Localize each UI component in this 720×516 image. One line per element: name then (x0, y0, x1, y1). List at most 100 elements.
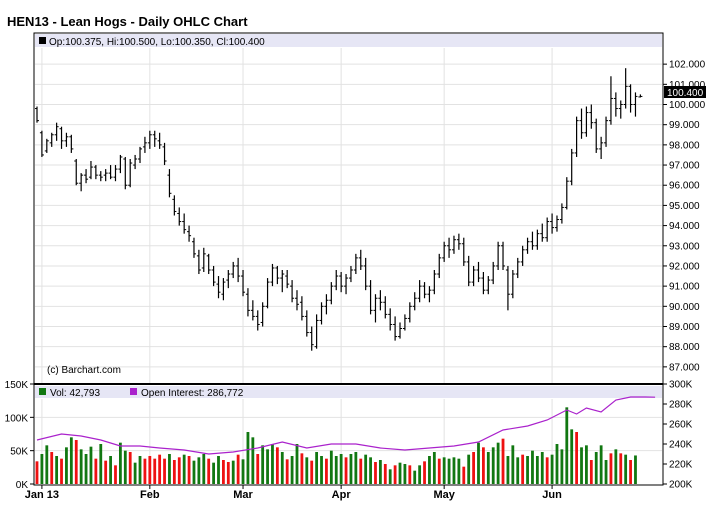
ohlc-bar (422, 282, 427, 299)
ohlc-bar (93, 165, 98, 180)
oi-legend-swatch (130, 388, 137, 395)
volume-bar (197, 457, 201, 484)
ohlc-bar (177, 207, 182, 226)
ohlc-bar (501, 241, 506, 270)
volume-bar (241, 459, 245, 484)
ohlc-bar (623, 68, 628, 109)
volume-bar (570, 429, 574, 484)
time-axis: Jan 13 Feb Mar Apr May Jun (25, 485, 562, 501)
volume-axis: 0K 50K 100K 150K (5, 380, 34, 491)
volume-bar (462, 466, 466, 484)
volume-bar (349, 454, 353, 484)
volume-bar (65, 447, 68, 484)
ohlc-bar (84, 169, 89, 184)
price-tick-label: 87.000 (669, 362, 700, 373)
ohlc-bar (39, 130, 44, 157)
ohlc-bar (613, 92, 618, 117)
volume-bar (236, 454, 240, 484)
volume-bar (594, 452, 598, 484)
ohlc-bar (638, 94, 643, 98)
ohlc-bar (49, 132, 54, 147)
ohlc-bar (35, 106, 39, 123)
ohlc-bar (579, 108, 584, 139)
ohlc-bar (118, 154, 123, 174)
ohlc-bar (486, 276, 491, 295)
ohlc-bar (535, 229, 540, 250)
volume-bar (153, 458, 157, 484)
ohlc-bar (505, 265, 510, 311)
ohlc-bar (74, 158, 79, 186)
ohlc-bar (481, 272, 486, 295)
ohlc-bar (584, 106, 589, 137)
ohlc-bar (525, 237, 530, 254)
volume-bar (212, 462, 215, 484)
ohlc-bar (69, 134, 74, 153)
ohlc-bar (496, 241, 501, 270)
month-label: Mar (233, 489, 253, 501)
ohlc-bar (589, 104, 594, 129)
volume-bar (467, 454, 471, 484)
volume-bar (114, 465, 117, 484)
ohlc-bar (191, 237, 196, 258)
ohlc-bar (324, 294, 329, 315)
info-marker-icon (39, 37, 46, 44)
volume-bar (540, 452, 544, 484)
volume-bar (172, 460, 176, 484)
volume-bar (334, 456, 338, 484)
volume-bar (496, 442, 500, 484)
ohlc-bar (113, 165, 118, 182)
price-tick-label: 91.000 (669, 282, 700, 293)
price-panel (33, 32, 664, 385)
volume-bar (388, 469, 392, 484)
volume-bar (202, 454, 206, 484)
ohlc-bar (270, 263, 275, 287)
ohlc-info-label: Op:100.375, Hi:100.500, Lo:100.350, Cl:1… (49, 37, 265, 48)
price-tick-label: 95.000 (669, 201, 700, 212)
ohlc-bar (98, 171, 103, 182)
volume-bar (447, 458, 451, 484)
volume-bar (251, 437, 255, 484)
volume-bar (393, 465, 397, 484)
oi-tick-label: 240K (669, 440, 693, 451)
ohlc-bar (471, 265, 476, 287)
volume-bar (452, 457, 456, 484)
volume-bar (290, 456, 294, 484)
ohlc-bar (88, 161, 93, 180)
ohlc-bar (515, 257, 520, 279)
ohlc-bar (628, 84, 633, 113)
ohlc-bar (123, 156, 128, 190)
ohlc-bar (618, 100, 623, 119)
volume-bar (109, 456, 112, 484)
volume-bar (60, 458, 63, 484)
ohlc-bar (407, 302, 412, 323)
volume-bar (226, 462, 230, 484)
open-interest-line (36, 396, 656, 455)
volume-bar (74, 440, 78, 484)
ohlc-bar (260, 302, 265, 327)
volume-bar (477, 442, 480, 484)
ohlc-bar (329, 282, 334, 305)
ohlc-bar (226, 269, 231, 289)
ohlc-bar (574, 116, 579, 157)
volume-bar (339, 454, 343, 484)
ohlc-bar (412, 292, 417, 311)
volume-bar (118, 442, 122, 484)
price-tick-label: 92.000 (669, 261, 700, 272)
ohlc-bar (44, 138, 49, 153)
volume-bar (614, 449, 618, 484)
volume-bar (138, 456, 142, 484)
ohlc-bar (157, 132, 162, 149)
ohlc-bar (604, 116, 609, 147)
volume-bar (482, 447, 485, 484)
ohlc-bar (348, 265, 353, 283)
volume-bar (285, 459, 289, 484)
ohlc-bar (373, 294, 378, 323)
ohlc-bar (255, 310, 260, 331)
volume-tick-label: 150K (5, 380, 29, 391)
ohlc-bar (358, 249, 363, 270)
volume-bar (634, 455, 637, 484)
ohlc-bar (54, 122, 59, 141)
ohlc-bar (451, 235, 456, 254)
ohlc-bar (476, 261, 481, 283)
volume-bar (275, 447, 279, 484)
